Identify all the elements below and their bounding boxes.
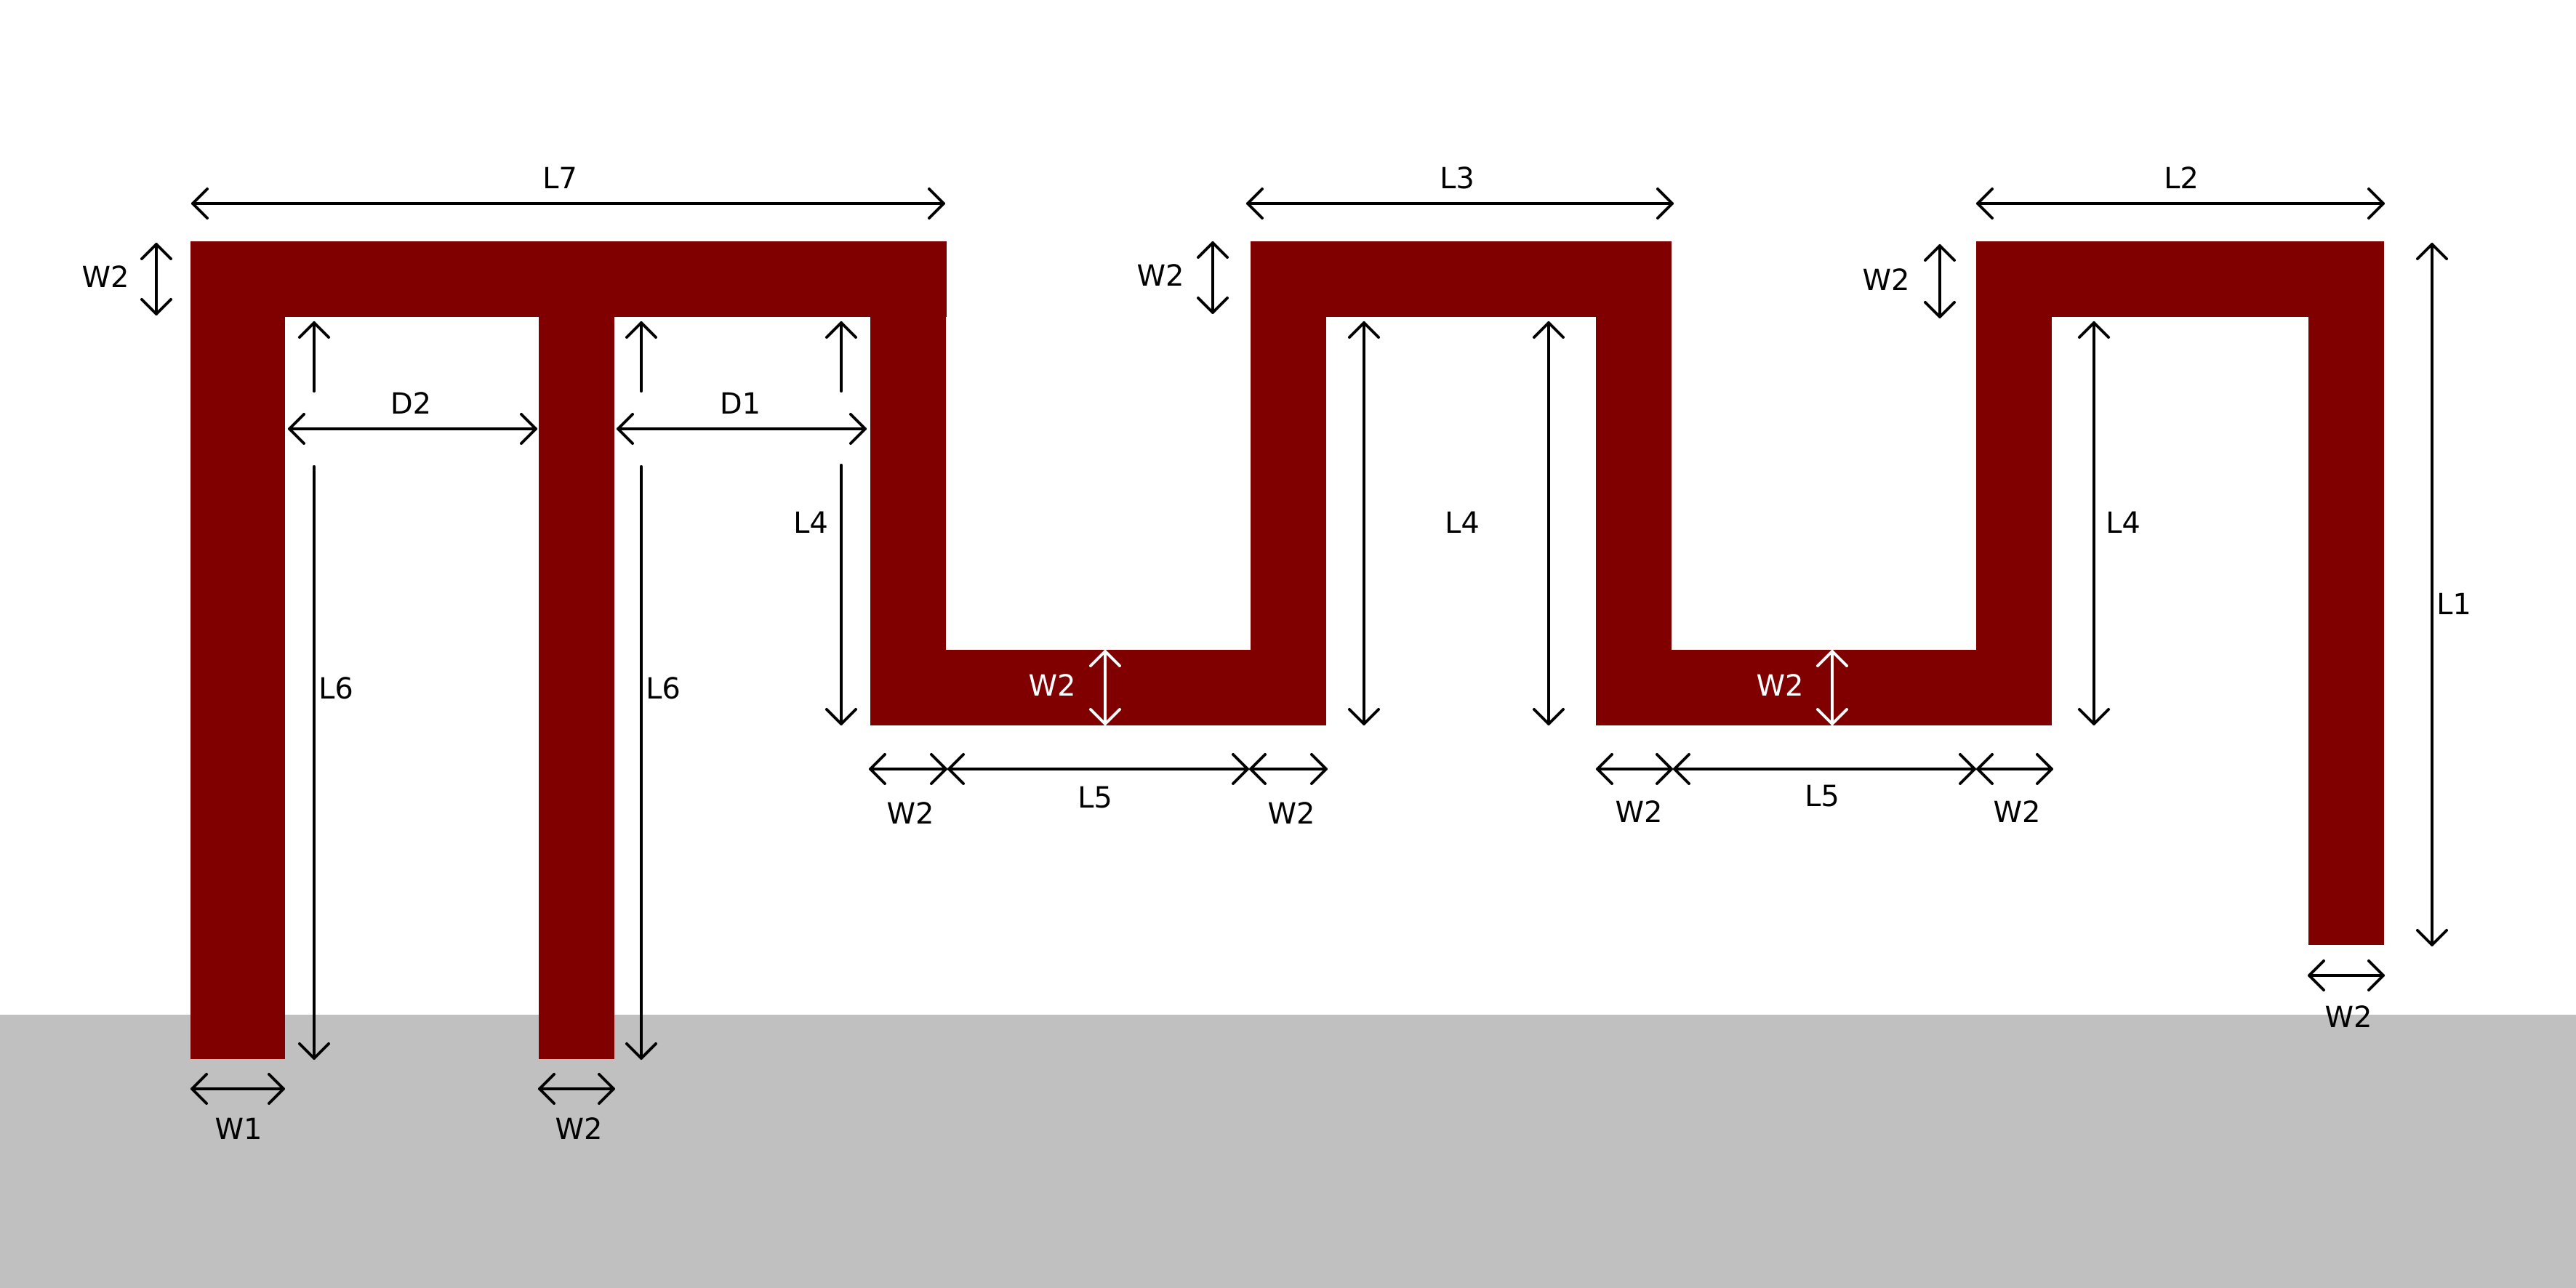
w2-arrow-top-mid [1197,241,1229,314]
label-w2-under-2a: W2 [1616,796,1663,829]
l6-arrow-mid-upper [625,321,657,393]
w2-arrow-under-2a [1596,753,1673,785]
meander-down-2 [1596,241,1672,725]
l4-arrow-gap-1 [1348,321,1380,725]
open-end-leg [2308,241,2384,945]
label-l6-mid: L6 [646,672,681,706]
l6-arrow-mid-lower [625,465,657,1060]
l2-arrow [1976,188,2385,220]
label-l6-left: L6 [318,672,353,706]
l1-arrow [2416,243,2448,946]
meander-up-2 [1976,241,2052,725]
label-d1: D1 [720,387,761,421]
label-w2-top-mid: W2 [1137,259,1184,293]
d2-arrow [288,413,537,445]
w2-arrow-top-left [140,243,172,315]
label-w2-under-2b: W2 [1994,796,2041,829]
ground-plane [0,1015,2576,1288]
w1-arrow [190,1073,285,1105]
label-l5-1: L5 [1078,781,1112,815]
label-l5-2: L5 [1805,780,1839,813]
d1-arrow [617,413,867,445]
label-w2-top-right: W2 [1863,264,1910,297]
label-d2: D2 [390,387,431,421]
w2-arrow-top-right [1924,244,1956,318]
dimension-annotations [140,188,2448,1105]
label-w2-under-1b: W2 [1268,797,1315,831]
l4-arrow-right [2078,321,2110,725]
w2-arrow-open-end [2308,959,2385,991]
l4-arrow-left-upper [825,321,857,393]
w2-arrow-under-1b [1249,753,1328,785]
short-leg-w2 [539,241,614,1059]
l4-arrow-left-lower [825,464,857,725]
w2-arrow-under-2b [1976,753,2053,785]
meander-down-1 [870,241,946,725]
w2-arrow-short-leg [538,1073,615,1105]
label-w2-bottom-bar-1: W2 [1029,669,1076,703]
label-w2-short-leg: W2 [555,1113,603,1146]
label-w1: W1 [215,1113,262,1146]
l6-arrow-left-lower [298,465,330,1060]
meander-bottom-1 [870,650,1326,725]
l5-arrow-2 [1673,753,1976,785]
meander-bottom-2 [1596,650,2052,725]
label-w2-under-1a: W2 [887,797,934,831]
l4-arrow-gap-2 [1533,321,1565,725]
label-l1: L1 [2436,588,2471,621]
label-w2-bottom-bar-2: W2 [1757,669,1804,703]
l3-arrow [1246,188,1674,220]
label-w2-top-left: W2 [82,261,129,294]
l7-arrow [191,188,945,220]
l5-arrow-1 [947,753,1249,785]
dimension-labels: L7 L3 L2 W2 W2 W2 D2 D1 L4 L4 L4 L6 L6 L1 W2 W2 W2 L5 W2 W2… [82,162,2471,1146]
label-l7: L7 [542,162,577,196]
label-l2: L2 [2164,162,2199,196]
label-w2-open-end: W2 [2325,1001,2372,1034]
feed-leg-w1 [190,241,285,1059]
label-l4-right: L4 [2106,507,2140,540]
antenna-trace [190,241,2384,1059]
meander-up-1 [1251,241,1326,725]
w2-arrow-bottom-bar-1 [1089,650,1121,725]
l6-arrow-left-upper [298,321,330,393]
w2-arrow-bottom-bar-2 [1816,650,1848,725]
label-l4-left: L4 [793,507,828,540]
w2-arrow-under-1a [869,753,947,785]
label-l4-center: L4 [1445,507,1480,540]
label-l3: L3 [1440,162,1474,196]
